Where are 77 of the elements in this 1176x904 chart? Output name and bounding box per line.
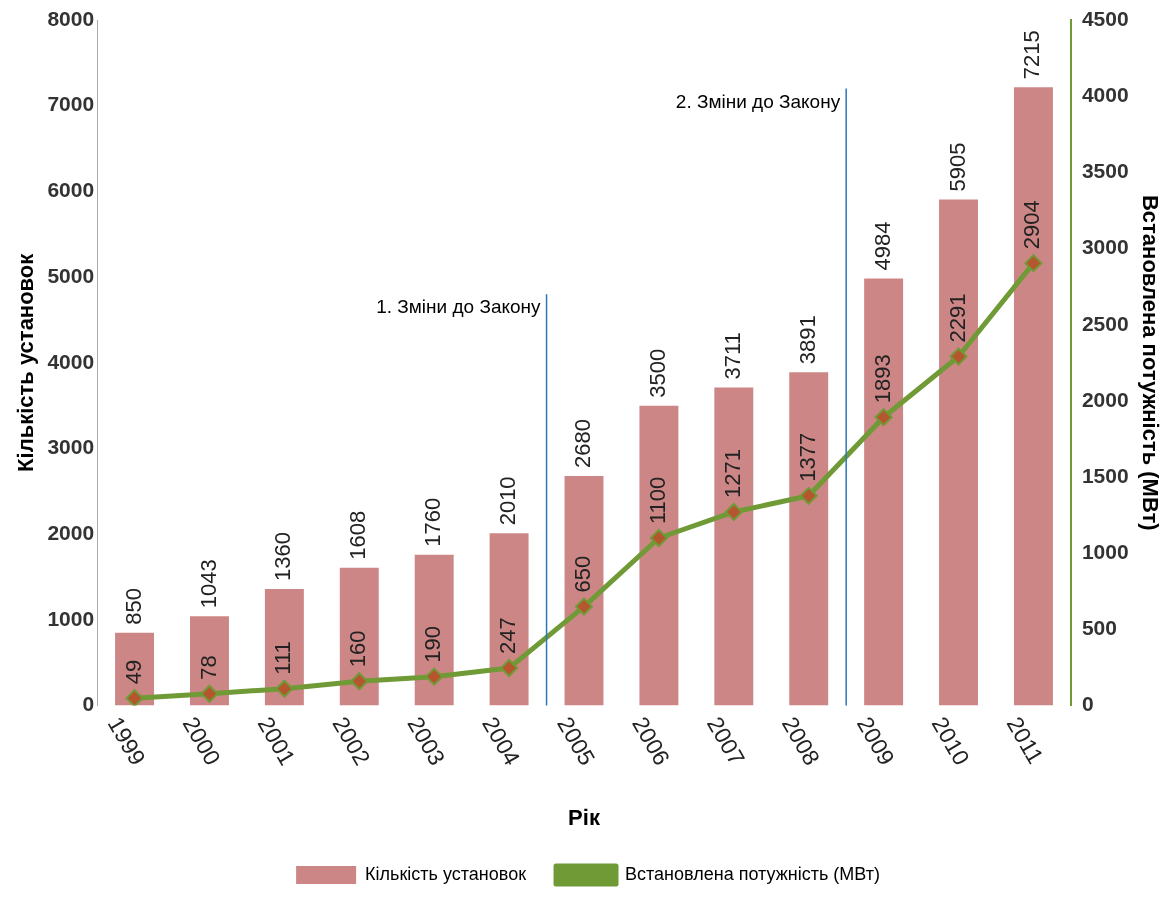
y2-axis-title: Встановлена потужність (МВт) [1137, 194, 1163, 531]
bar [564, 475, 604, 706]
data-label: 190 [420, 625, 446, 663]
point [575, 597, 593, 616]
point [724, 502, 743, 521]
legend-label: Встановлена потужність (МВт) [625, 863, 880, 884]
data-label: 160 [345, 630, 371, 668]
bar [339, 567, 379, 706]
bar [190, 616, 229, 706]
y2-tick-label: 500 [1081, 616, 1117, 640]
point [874, 408, 893, 427]
y2-tick-label: 2500 [1081, 311, 1129, 335]
y-tick-label: 8000 [47, 6, 95, 30]
y2-tick-label: 2000 [1081, 387, 1129, 411]
bar [1013, 87, 1053, 706]
bar [639, 405, 679, 706]
data-label: 1377 [794, 432, 820, 482]
y-axis-title: Кількість установок [13, 252, 39, 472]
y-tick-label: 3000 [47, 435, 95, 459]
y-tick-label: 7000 [47, 92, 95, 116]
data-label: 4984 [869, 221, 895, 271]
y-tick-label: 4000 [47, 349, 95, 373]
data-label: 2680 [570, 418, 596, 468]
y-tick-label: 0 [82, 692, 95, 716]
data-label: 1608 [345, 510, 371, 560]
y2-tick-label: 3500 [1081, 159, 1129, 183]
point [500, 658, 519, 677]
bar [264, 589, 304, 706]
bar [789, 372, 829, 706]
point [350, 672, 369, 691]
data-label: 1043 [195, 559, 221, 609]
ref-line-label: 1. Зміни до Закону [376, 296, 542, 318]
data-label: 1360 [270, 532, 296, 582]
bar [414, 554, 454, 706]
y-tick-label: 2000 [47, 521, 95, 544]
data-label: 1760 [420, 497, 446, 547]
y2-tick-label: 1500 [1081, 463, 1129, 487]
data-label: 111 [270, 641, 296, 675]
y2-tick-label: 4500 [1081, 6, 1129, 30]
y2-tick-label: 0 [1081, 692, 1094, 716]
point [425, 667, 444, 686]
bar [714, 387, 754, 706]
point [125, 689, 144, 706]
data-label: 7215 [1019, 30, 1045, 80]
data-label: 49 [120, 659, 146, 685]
data-label: 1100 [644, 476, 670, 525]
point [1024, 254, 1043, 273]
point [200, 684, 219, 703]
point [275, 679, 294, 698]
data-label: 247 [495, 617, 521, 654]
y-tick-label: 5000 [47, 263, 95, 287]
point [799, 486, 818, 505]
bar [864, 278, 904, 706]
y-tick-label: 6000 [47, 178, 95, 202]
data-label: 2904 [1019, 200, 1045, 250]
y2-tick-label: 4000 [1081, 82, 1129, 106]
data-label: 1271 [719, 449, 745, 498]
data-label: 650 [570, 555, 596, 593]
data-label: 850 [120, 588, 146, 625]
data-label: 2291 [944, 293, 970, 343]
data-label: 78 [195, 655, 221, 680]
data-label: 3500 [644, 348, 670, 398]
legend-label: Кількість установок [365, 863, 527, 884]
y2-tick-label: 1000 [1081, 540, 1129, 564]
y-tick-label: 1000 [47, 606, 95, 630]
data-label: 5905 [944, 142, 970, 192]
point [949, 347, 968, 366]
point [649, 529, 668, 548]
data-label: 1893 [869, 354, 895, 404]
bar [939, 199, 978, 706]
ref-line-label: 2. Зміни до Закону [675, 90, 841, 112]
data-label: 2010 [495, 476, 521, 526]
x-axis-title: Рік [568, 804, 601, 830]
y2-tick-label: 3000 [1081, 235, 1129, 259]
bar [489, 533, 529, 706]
data-label: 3891 [794, 315, 820, 365]
data-label: 3711 [719, 332, 745, 380]
